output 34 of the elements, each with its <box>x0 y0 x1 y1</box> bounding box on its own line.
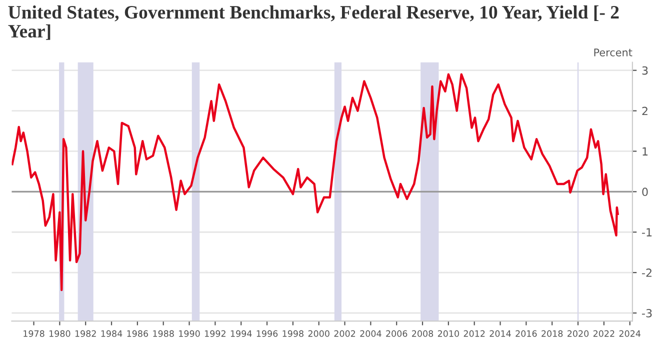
x-tick-label: 2018 <box>542 330 563 337</box>
x-tick-label: 1994 <box>230 330 252 337</box>
x-tick-label: 1986 <box>127 330 148 337</box>
x-tick-label: 2020 <box>568 330 589 337</box>
line-series <box>12 73 619 292</box>
x-tick-label: 2002 <box>334 330 356 337</box>
x-tick-label: 1996 <box>256 330 278 337</box>
x-tick-label: 1980 <box>50 330 70 337</box>
x-tick-label: 2022 <box>593 330 614 337</box>
x-tick-label: 2012 <box>464 330 485 337</box>
x-tick-label: 1982 <box>75 330 96 337</box>
x-tick-label: 2004 <box>360 330 382 337</box>
x-tick-label: 1978 <box>24 330 44 337</box>
y-tick-label: -1 <box>642 228 652 236</box>
x-tick-label: 2006 <box>386 330 408 337</box>
x-tick-label: 1998 <box>282 330 304 337</box>
x-tick-label: 2010 <box>438 330 459 337</box>
y-tick-label: -2 <box>642 268 652 277</box>
x-tick-label: 1992 <box>205 330 226 337</box>
x-tick-label: 1988 <box>153 330 174 337</box>
chart-title: United States, Government Benchmarks, Federal Reserve, 10 Year, Yield [- 2 Year] <box>8 5 619 40</box>
y-tick-label: 0 <box>642 188 648 196</box>
y-axis-title: Percent <box>594 48 632 56</box>
x-tick-label: 1990 <box>179 330 200 337</box>
y-tick-label: 2 <box>642 106 648 116</box>
x-tick-label: 2024 <box>619 330 640 337</box>
x-tick-label: 2014 <box>490 330 511 337</box>
x-tick-label: 1984 <box>101 330 122 337</box>
x-tick-label: 2016 <box>516 330 537 337</box>
y-tick-label: 3 <box>642 66 648 75</box>
y-tick-label: 1 <box>642 147 648 156</box>
x-tick-label: 2000 <box>308 330 330 337</box>
y-tick-label: -3 <box>642 308 652 318</box>
x-tick-label: 2008 <box>412 330 434 337</box>
